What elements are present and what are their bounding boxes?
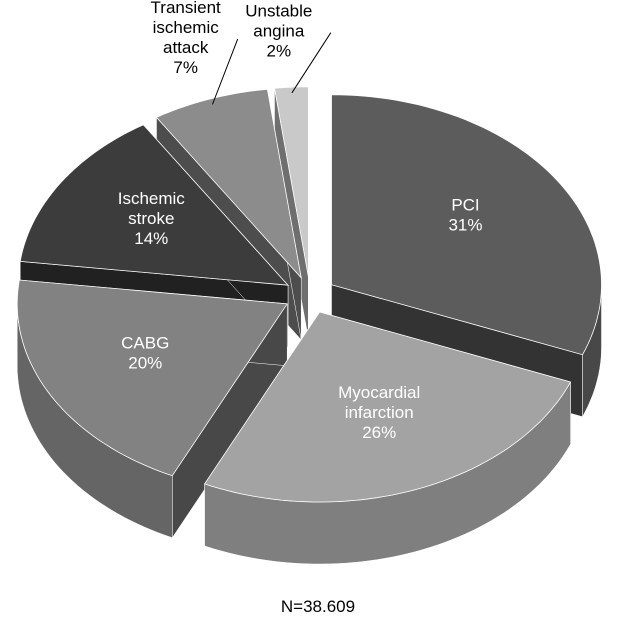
value-label: 7%: [173, 58, 198, 77]
leader-line: [291, 32, 332, 94]
slice-label: PCI: [451, 196, 479, 215]
value-label: 26%: [362, 423, 396, 442]
label-line: angina: [253, 22, 305, 41]
label-line: stroke: [128, 209, 174, 228]
slice-label: Myocardial infarction: [338, 383, 420, 422]
slice: [19, 124, 289, 286]
value-label: 14%: [134, 229, 168, 248]
label-line: PCI: [451, 196, 479, 215]
label-line: attack: [163, 38, 209, 57]
slice: [203, 311, 572, 503]
label-line: Myocardial: [338, 383, 420, 402]
slice: [16, 279, 288, 477]
slice-label: Transient ischemic attack: [151, 0, 222, 57]
label-line: Unstable: [245, 2, 312, 21]
label-line: CABG: [121, 334, 169, 353]
value-label: 31%: [448, 216, 482, 235]
value-label: 2%: [267, 42, 292, 61]
slice-label: Ischemic stroke: [118, 189, 186, 228]
slice: [331, 94, 602, 356]
label-line: Transient: [151, 0, 222, 17]
label-line: Ischemic: [118, 189, 186, 208]
slice-label: CABG: [121, 334, 169, 353]
sample-size: N=38.609: [281, 597, 355, 616]
label-line: ischemic: [153, 18, 220, 37]
label-line: infarction: [345, 403, 414, 422]
slice: [155, 88, 302, 280]
slice-label: Unstable angina: [245, 2, 312, 41]
slice: [274, 86, 309, 277]
value-label: 20%: [128, 354, 162, 373]
leader-line: [212, 38, 239, 105]
